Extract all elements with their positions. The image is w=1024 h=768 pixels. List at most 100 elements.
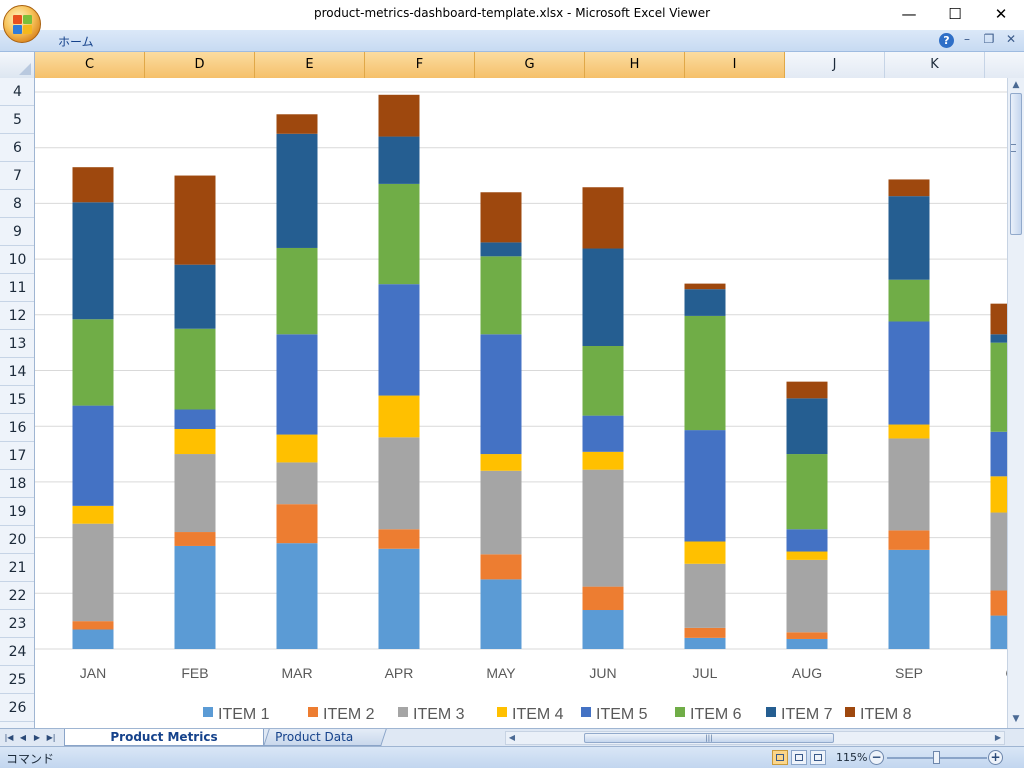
bar-apr-item-7[interactable] [378, 136, 420, 184]
close-button[interactable]: ✕ [994, 5, 1008, 23]
bar-aug-item-5[interactable] [786, 529, 828, 552]
bar-feb-item-8[interactable] [174, 175, 216, 265]
bar-jul-item-5[interactable] [684, 430, 726, 542]
row-header-12[interactable]: 12 [0, 302, 34, 330]
bar-o-item-7[interactable] [990, 334, 1008, 343]
office-button[interactable] [3, 5, 41, 43]
column-header-j[interactable]: J [785, 52, 885, 78]
scroll-right-arrow-icon[interactable]: ▶ [994, 733, 1002, 742]
last-sheet-icon[interactable]: ▶| [46, 733, 56, 742]
bar-aug-item-6[interactable] [786, 454, 828, 530]
minimize-button[interactable]: — [901, 5, 917, 23]
column-header-g[interactable]: G [475, 52, 585, 78]
bar-sep-item-2[interactable] [888, 530, 930, 550]
bar-mar-item-8[interactable] [276, 114, 318, 134]
bar-jan-item-1[interactable] [72, 629, 114, 649]
bar-jan-item-2[interactable] [72, 621, 114, 630]
column-header-k[interactable]: K [885, 52, 985, 78]
row-header-16[interactable]: 16 [0, 414, 34, 442]
column-header-c[interactable]: C [35, 52, 145, 78]
bar-mar-item-4[interactable] [276, 434, 318, 463]
maximize-button[interactable]: ☐ [948, 5, 962, 23]
zoom-level[interactable]: 115% [836, 751, 868, 764]
row-header-22[interactable]: 22 [0, 582, 34, 610]
bar-apr-item-6[interactable] [378, 183, 420, 285]
scroll-down-arrow-icon[interactable]: ▼ [1012, 714, 1020, 724]
bar-apr-item-5[interactable] [378, 284, 420, 396]
workbook-close-button[interactable]: ✕ [1005, 32, 1017, 46]
row-header-6[interactable]: 6 [0, 134, 34, 162]
bar-mar-item-1[interactable] [276, 543, 318, 649]
column-header-partial[interactable] [985, 52, 1024, 78]
row-header-11[interactable]: 11 [0, 274, 34, 302]
bar-aug-item-8[interactable] [786, 381, 828, 399]
sheet-tab-product-metrics-dashboard[interactable]: Product Metrics Dashboard [64, 729, 264, 760]
first-sheet-icon[interactable]: |◀ [4, 733, 14, 742]
page-break-view-button[interactable] [810, 750, 826, 765]
bar-jun-item-1[interactable] [582, 610, 624, 649]
tab-home[interactable]: ホーム [58, 35, 94, 49]
bar-jun-item-3[interactable] [582, 469, 624, 587]
row-header-18[interactable]: 18 [0, 470, 34, 498]
row-header-23[interactable]: 23 [0, 610, 34, 638]
bar-sep-item-7[interactable] [888, 196, 930, 280]
normal-view-button[interactable] [772, 750, 788, 765]
prev-sheet-icon[interactable]: ◀ [19, 733, 27, 742]
bar-sep-item-3[interactable] [888, 438, 930, 531]
bar-sep-item-6[interactable] [888, 279, 930, 322]
bar-jun-item-2[interactable] [582, 586, 624, 611]
row-header-25[interactable]: 25 [0, 666, 34, 694]
row-header-10[interactable]: 10 [0, 246, 34, 274]
bar-jan-item-8[interactable] [72, 167, 114, 203]
column-header-d[interactable]: D [145, 52, 255, 78]
bar-jun-item-4[interactable] [582, 451, 624, 470]
bar-feb-item-2[interactable] [174, 532, 216, 546]
row-header-15[interactable]: 15 [0, 386, 34, 414]
row-header-13[interactable]: 13 [0, 330, 34, 358]
row-header-19[interactable]: 19 [0, 498, 34, 526]
horizontal-scrollbar[interactable]: ◀ ||| ▶ [505, 731, 1005, 745]
bar-jan-item-7[interactable] [72, 202, 114, 320]
bar-jan-item-4[interactable] [72, 505, 114, 524]
row-header-20[interactable]: 20 [0, 526, 34, 554]
bar-feb-item-7[interactable] [174, 264, 216, 329]
bar-may-item-5[interactable] [480, 334, 522, 455]
bar-o-item-6[interactable] [990, 342, 1008, 432]
bar-sep-item-5[interactable] [888, 321, 930, 425]
bar-jun-item-6[interactable] [582, 345, 624, 416]
next-sheet-icon[interactable]: ▶ [33, 733, 41, 742]
bar-jan-item-5[interactable] [72, 405, 114, 506]
bar-jun-item-5[interactable] [582, 415, 624, 452]
row-header-4[interactable]: 4 [0, 78, 34, 106]
bar-mar-item-7[interactable] [276, 133, 318, 248]
bar-jun-item-7[interactable] [582, 248, 624, 346]
worksheet-grid[interactable]: JAN FEB MAR APR MAY JUN JUL AUG SEP O ITEM 1 ITEM 2… [35, 78, 1007, 728]
bar-o-item-4[interactable] [990, 476, 1008, 513]
workbook-minimize-button[interactable]: – [964, 32, 970, 46]
bar-sep-item-8[interactable] [888, 179, 930, 197]
bar-feb-item-3[interactable] [174, 454, 216, 533]
bar-o-item-5[interactable] [990, 431, 1008, 477]
bar-o-item-3[interactable] [990, 512, 1008, 591]
bar-feb-item-6[interactable] [174, 328, 216, 410]
bar-aug-item-2[interactable] [786, 632, 828, 639]
row-header-8[interactable]: 8 [0, 190, 34, 218]
bar-may-item-1[interactable] [480, 579, 522, 649]
row-header-9[interactable]: 9 [0, 218, 34, 246]
bar-apr-item-4[interactable] [378, 395, 420, 438]
column-header-i[interactable]: I [685, 52, 785, 78]
bar-feb-item-4[interactable] [174, 428, 216, 455]
row-header-21[interactable]: 21 [0, 554, 34, 582]
row-header-5[interactable]: 5 [0, 106, 34, 134]
bar-aug-item-4[interactable] [786, 551, 828, 560]
bar-mar-item-3[interactable] [276, 462, 318, 505]
bar-may-item-2[interactable] [480, 554, 522, 580]
bar-may-item-7[interactable] [480, 242, 522, 257]
bar-jan-item-6[interactable] [72, 319, 114, 406]
sheet-tab-product-data[interactable]: Product Data [263, 729, 387, 746]
bar-aug-item-1[interactable] [786, 638, 828, 649]
bar-jan-item-3[interactable] [72, 523, 114, 622]
bar-may-item-3[interactable] [480, 470, 522, 555]
bar-jul-item-7[interactable] [684, 289, 726, 316]
horizontal-scroll-thumb[interactable]: ||| [584, 733, 834, 743]
